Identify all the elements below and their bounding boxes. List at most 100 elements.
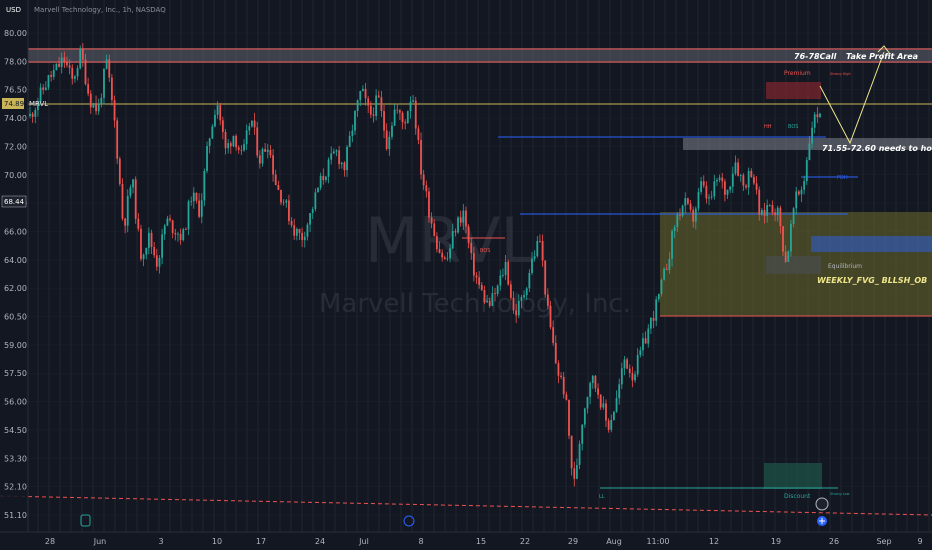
candle-body bbox=[243, 144, 245, 151]
candle-body bbox=[573, 468, 576, 479]
candle-body bbox=[557, 363, 560, 376]
left-price-tag bbox=[1, 195, 27, 208]
candle-body bbox=[124, 218, 127, 226]
candle-body bbox=[486, 300, 488, 303]
candle-body bbox=[819, 113, 821, 118]
candle-body bbox=[549, 305, 552, 328]
candle-body bbox=[768, 205, 771, 206]
y-tick-label: 53.30 bbox=[4, 454, 27, 463]
candle-body bbox=[280, 189, 282, 203]
candle-body bbox=[668, 258, 671, 271]
flash-event-icon[interactable] bbox=[815, 497, 829, 511]
y-tick-label: 54.50 bbox=[4, 426, 27, 435]
candle-body bbox=[803, 181, 806, 190]
candle-body bbox=[200, 200, 203, 217]
candle-body bbox=[422, 174, 425, 186]
x-tick-label: 8 bbox=[418, 537, 423, 546]
candle-body bbox=[248, 126, 251, 131]
equilibrium-label: Equilibrium bbox=[828, 263, 862, 270]
candle-body bbox=[758, 189, 761, 215]
candle-body bbox=[467, 226, 470, 243]
candle-body bbox=[314, 192, 317, 210]
bos-label-red: BOS bbox=[480, 248, 490, 254]
candle-body bbox=[586, 396, 589, 409]
currency-label: USD bbox=[6, 6, 21, 14]
candle-body bbox=[206, 146, 208, 171]
candle-body bbox=[87, 84, 90, 94]
candle-body bbox=[354, 110, 356, 131]
candle-body bbox=[79, 48, 82, 69]
candle-body bbox=[44, 87, 47, 90]
x-tick-label: Jun bbox=[93, 537, 107, 546]
candle-body bbox=[607, 420, 610, 430]
candle-body bbox=[155, 255, 158, 267]
candle-body bbox=[229, 143, 232, 147]
candle-body bbox=[311, 209, 314, 214]
candle-body bbox=[398, 110, 401, 113]
candle-body bbox=[671, 231, 673, 259]
earnings-marker-icon[interactable] bbox=[80, 514, 91, 527]
candle-body bbox=[517, 300, 520, 316]
dividend-marker-icon[interactable] bbox=[403, 515, 415, 527]
candle-body bbox=[723, 181, 726, 195]
candle-body bbox=[472, 253, 475, 276]
candle-body bbox=[266, 149, 269, 152]
candle-body bbox=[694, 208, 697, 222]
candle-body bbox=[195, 192, 198, 201]
candle-body bbox=[647, 328, 650, 344]
x-tick-label: 3 bbox=[158, 537, 163, 546]
candle-body bbox=[583, 408, 586, 425]
x-tick-label: 28 bbox=[45, 537, 55, 546]
candle-body bbox=[494, 293, 496, 294]
candle-body bbox=[660, 279, 663, 294]
candle-body bbox=[245, 130, 248, 145]
candle-body bbox=[171, 220, 174, 234]
candle-body bbox=[454, 231, 457, 233]
candle-body bbox=[89, 93, 92, 108]
candle-body bbox=[274, 174, 277, 186]
candle-body bbox=[256, 127, 259, 156]
candle-body bbox=[58, 63, 60, 67]
candle-body bbox=[29, 113, 31, 117]
candle-body bbox=[520, 297, 523, 301]
equilibrium-zone bbox=[766, 256, 821, 274]
candle-body bbox=[52, 70, 55, 77]
candle-body bbox=[443, 257, 446, 259]
x-axis-panel bbox=[0, 532, 932, 550]
candle-body bbox=[55, 63, 58, 71]
candle-body bbox=[330, 153, 333, 160]
candle-body bbox=[782, 226, 784, 252]
candle-body bbox=[700, 181, 703, 192]
x-tick-label: 12 bbox=[709, 537, 719, 546]
candle-body bbox=[68, 65, 71, 68]
y-tick-label: 64.00 bbox=[4, 256, 27, 265]
candle-body bbox=[34, 110, 37, 117]
candle-body bbox=[414, 100, 417, 129]
candle-body bbox=[348, 135, 351, 147]
x-tick-label: 11:00 bbox=[646, 537, 669, 546]
candle-body bbox=[594, 375, 597, 389]
candle-body bbox=[731, 173, 734, 187]
x-tick-label: 9 bbox=[917, 537, 922, 546]
candle-body bbox=[367, 98, 370, 106]
last-price-value: 74.89 bbox=[4, 100, 24, 108]
x-tick-label: 29 bbox=[568, 537, 578, 546]
candle-body bbox=[541, 241, 544, 261]
candle-body bbox=[369, 105, 372, 115]
candle-body bbox=[684, 198, 687, 206]
candle-body bbox=[797, 191, 800, 195]
candle-body bbox=[813, 114, 816, 128]
candle-body bbox=[211, 126, 214, 139]
candle-body bbox=[147, 232, 150, 249]
y-tick-label: 56.00 bbox=[4, 398, 27, 407]
y-tick-label: 80.00 bbox=[4, 29, 27, 38]
candle-body bbox=[396, 109, 399, 111]
candle-body bbox=[525, 288, 528, 296]
candle-body bbox=[483, 290, 486, 303]
hh-label: HH bbox=[764, 124, 772, 130]
candle-body bbox=[113, 100, 116, 121]
candle-body bbox=[451, 231, 454, 249]
candle-body bbox=[475, 275, 478, 278]
